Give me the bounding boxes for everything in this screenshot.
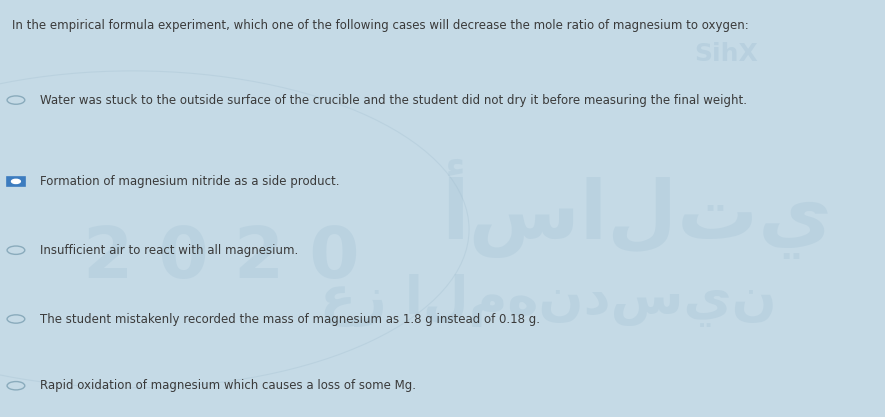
Text: Formation of magnesium nitride as a side product.: Formation of magnesium nitride as a side… [40,175,339,188]
Text: Insufficient air to react with all magnesium.: Insufficient air to react with all magne… [40,244,298,257]
Text: 2 0 2 0: 2 0 2 0 [83,224,359,293]
Text: عز المهندسين: عز المهندسين [320,274,777,327]
Text: Rapid oxidation of magnesium which causes a loss of some Mg.: Rapid oxidation of magnesium which cause… [40,379,416,392]
Circle shape [12,179,20,183]
FancyBboxPatch shape [7,177,25,186]
Text: SihX: SihX [694,42,758,66]
Text: Water was stuck to the outside surface of the crucible and the student did not d: Water was stuck to the outside surface o… [40,93,747,107]
Text: أسالتي: أسالتي [442,158,833,259]
Text: The student mistakenly recorded the mass of magnesium as 1.8 g instead of 0.18 g: The student mistakenly recorded the mass… [40,312,540,326]
Text: In the empirical formula experiment, which one of the following cases will decre: In the empirical formula experiment, whi… [12,19,748,32]
